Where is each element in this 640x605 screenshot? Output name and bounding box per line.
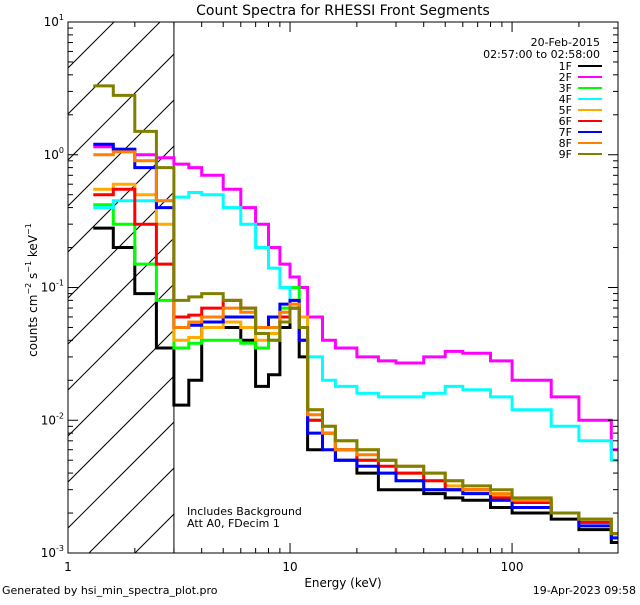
plot-frame [67, 21, 619, 554]
legend-label-4F: 4F [559, 93, 572, 106]
series-line-6F [93, 187, 618, 536]
legend-label-3F: 3F [559, 82, 572, 95]
hatch-line [68, 283, 174, 391]
series-line-3F [93, 203, 618, 540]
generated-by-text: Generated by hsi_min_spectra_plot.pro [2, 584, 218, 597]
time-range-label: 02:57:00 to 02:58:00 [483, 48, 600, 61]
legend-label-9F: 9F [559, 148, 572, 161]
y-axis-label-exp2: −1 [24, 261, 33, 273]
x-tick-label: 1 [64, 560, 72, 574]
legend-label-1F: 1F [559, 60, 572, 73]
attenuator-hatch-region [68, 22, 174, 553]
hatch-line [68, 53, 174, 161]
hatch-line [88, 467, 174, 553]
y-tick-label: 10-3 [41, 544, 64, 560]
date-label: 20-Feb-2015 [531, 36, 600, 49]
series-line-2F [93, 145, 618, 452]
y-axis-label-end: keV [26, 234, 40, 261]
series-line-4F [93, 191, 618, 462]
x-axis-label: Energy (keV) [304, 576, 381, 590]
x-axis-ticks: 1 10 100 [64, 22, 619, 574]
hatch-line [68, 22, 69, 23]
legend-label-7F: 7F [559, 126, 572, 139]
y-tick-label: 10-2 [41, 411, 64, 427]
legend-label-2F: 2F [559, 71, 572, 84]
y-axis-label-mid: s [26, 273, 40, 283]
hatch-line [68, 191, 174, 299]
series-line-7F [93, 142, 618, 540]
annotation-attenuator: Att A0, FDecim 1 [187, 517, 280, 530]
hatch-line [68, 237, 174, 345]
y-axis-label-exp3: −1 [24, 223, 33, 235]
legend-label-5F: 5F [559, 104, 572, 117]
y-axis-ticks: 101 100 10-1 10-2 10-3 [41, 13, 618, 560]
series-line-9F [93, 84, 618, 536]
chart-title: Count Spectra for RHESSI Front Segments [196, 3, 490, 19]
hatch-line [68, 375, 174, 483]
y-tick-label: 101 [44, 13, 64, 29]
hatch-line [68, 421, 174, 529]
hatch-line [68, 99, 174, 207]
x-tick-label: 10 [282, 560, 297, 574]
y-axis-label-base: counts cm [26, 295, 40, 357]
legend-label-6F: 6F [559, 115, 572, 128]
legend-label-8F: 8F [559, 137, 572, 150]
timestamp-text: 19-Apr-2023 09:58 [532, 584, 636, 597]
series-line-5F [93, 182, 618, 536]
y-axis-label: counts cm−2 s−1 keV−1 [24, 223, 40, 357]
x-tick-label: 100 [501, 560, 524, 574]
hatch-line [68, 22, 115, 69]
annotation-background: Includes Background [187, 505, 302, 518]
y-tick-label: 100 [44, 146, 64, 162]
hatch-line [68, 22, 161, 115]
series-group [93, 84, 618, 544]
y-axis-label-exp1: −2 [24, 283, 33, 295]
y-tick-label: 10-1 [41, 279, 64, 295]
series-line-8F [93, 150, 618, 536]
